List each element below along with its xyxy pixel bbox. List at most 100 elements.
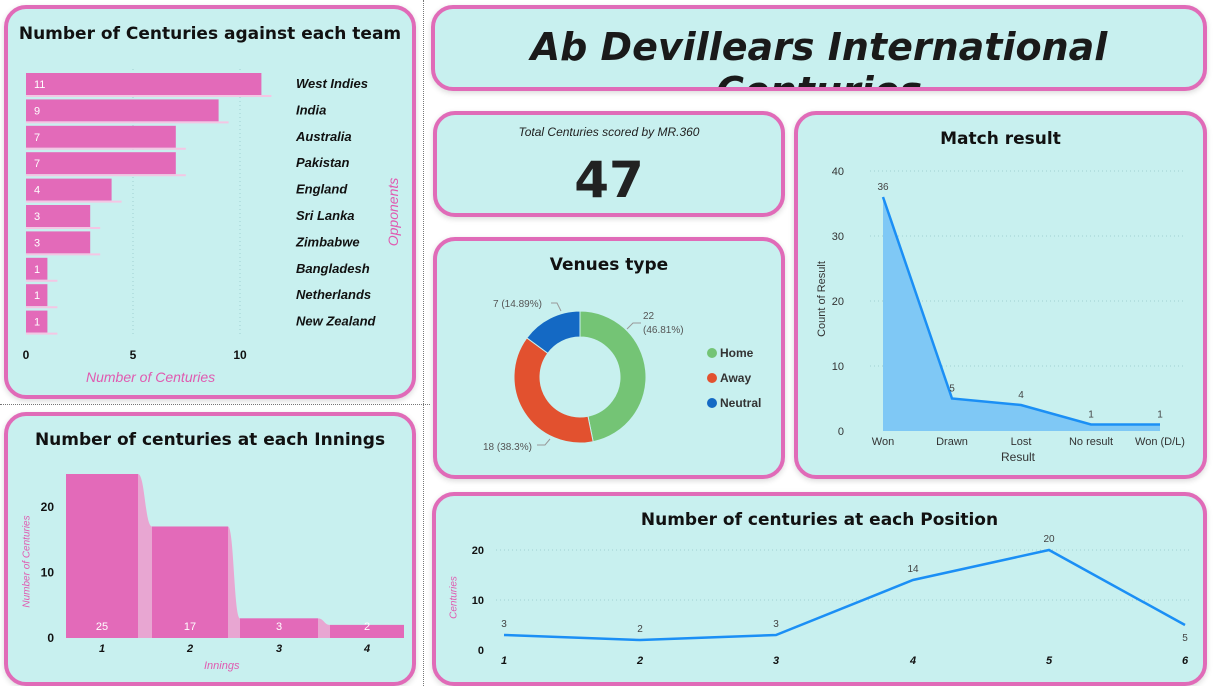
innings-ribbon	[138, 474, 152, 638]
teams-bar	[26, 257, 48, 280]
result-ylabel: Count of Result	[816, 261, 828, 337]
teams-x-tick: 10	[233, 348, 247, 362]
venues-legend-label: Neutral	[720, 396, 761, 410]
venues-slice-label: (46.81%)	[643, 325, 684, 336]
venues-legend-marker	[707, 398, 717, 408]
innings-ribbon	[318, 618, 330, 638]
venues-slice-label: 22	[643, 311, 655, 322]
teams-category-label: India	[296, 102, 326, 117]
teams-bar	[26, 231, 91, 254]
teams-bar	[26, 205, 91, 227]
teams-category-label: Sri Lanka	[296, 208, 355, 223]
position-line	[503, 548, 1186, 642]
teams-bar-label: 1	[34, 290, 40, 302]
position-data-label: 2	[637, 624, 643, 635]
venues-panel: Venues type 22 (46.81%) 18 (38.3%) 7 (14.89…	[433, 237, 785, 479]
innings-bar	[240, 618, 318, 638]
venues-slice	[579, 310, 647, 443]
result-y-tick: 20	[832, 296, 844, 308]
teams-bar-label: 1	[34, 264, 40, 276]
result-chart-title: Match result	[940, 129, 1061, 149]
position-chart: 0 10 20 3 1 2 2 3 3 14 4 20 5 5 6	[472, 534, 1191, 667]
innings-bar-label: 3	[276, 621, 282, 633]
innings-x-tick: 3	[276, 643, 282, 655]
teams-ylabel: Opponents	[385, 177, 401, 247]
position-ylabel: Centuries	[448, 576, 460, 619]
divider-dotted	[0, 404, 430, 405]
venues-leader-line	[626, 322, 641, 330]
result-area	[883, 197, 1160, 431]
innings-y-tick: 0	[47, 631, 54, 645]
result-data-label: 4	[1018, 390, 1024, 401]
innings-ribbon	[228, 526, 240, 638]
result-x-tick: Won (D/L)	[1135, 436, 1185, 448]
result-xlabel: Result	[1001, 450, 1036, 464]
dashboard-title-panel: Ab Devillears International Centuries	[431, 5, 1207, 91]
teams-category-label: Bangladesh	[296, 261, 370, 276]
teams-bar-label: 3	[34, 237, 40, 249]
teams-category-label: Pakistan	[296, 155, 350, 170]
result-x-tick: Won	[872, 436, 894, 448]
kpi-value: 47	[574, 151, 644, 209]
venues-leader-line	[537, 438, 551, 446]
result-line	[881, 196, 1160, 426]
teams-category-label: West Indies	[296, 76, 368, 91]
innings-bar	[66, 474, 138, 638]
teams-category-label: New Zealand	[296, 314, 377, 329]
result-y-tick: 30	[832, 231, 844, 243]
innings-xlabel: Innings	[204, 660, 240, 672]
innings-panel: Number of centuries at each Innings 0 10 2…	[4, 412, 416, 686]
teams-chart-title: Number of Centuries against each team	[18, 24, 402, 44]
result-data-label: 1	[1088, 410, 1094, 421]
venues-leader-line	[551, 302, 562, 312]
venues-legend-marker	[707, 348, 717, 358]
result-data-label: 1	[1157, 410, 1163, 421]
teams-bar-label: 7	[34, 158, 40, 170]
result-data-label: 5	[949, 384, 955, 395]
teams-xlabel: Number of Centuries	[86, 369, 216, 385]
innings-chart: 0 10 20 25 1 17 2 3 3 2 4	[41, 474, 404, 655]
position-data-label: 3	[501, 619, 507, 630]
venues-legend-label: Away	[720, 371, 751, 385]
teams-bar	[26, 310, 48, 333]
divider-dotted-vertical	[423, 0, 424, 686]
result-panel: Match result 0 10 20 30 40 36 Won 5 Drawn 4 Lost 1 N…	[794, 111, 1207, 479]
innings-y-tick: 20	[41, 500, 55, 514]
innings-chart-title: Number of centuries at each Innings	[34, 430, 386, 450]
venues-slice	[513, 337, 594, 444]
teams-bar-label: 9	[34, 105, 40, 117]
teams-x-tick: 5	[130, 348, 137, 362]
position-x-tick: 3	[773, 655, 779, 667]
innings-bar	[152, 526, 228, 638]
innings-x-tick: 4	[363, 643, 370, 655]
position-y-tick: 10	[472, 595, 484, 607]
teams-bar-label: 11	[34, 79, 45, 91]
position-x-tick: 2	[636, 655, 643, 667]
position-x-tick: 6	[1182, 655, 1189, 667]
teams-bar-label: 1	[34, 317, 40, 329]
result-chart: 0 10 20 30 40 36 Won 5 Drawn 4 Lost 1 No result 1 Won …	[832, 166, 1185, 448]
teams-bar-label: 4	[34, 185, 40, 197]
position-x-tick: 1	[501, 655, 507, 667]
innings-x-tick: 2	[186, 643, 193, 655]
venues-slice	[526, 310, 581, 354]
teams-bar	[26, 152, 176, 175]
result-y-tick: 0	[838, 426, 844, 438]
result-x-tick: No result	[1069, 436, 1113, 448]
venues-slice-label: 18 (38.3%)	[483, 442, 532, 453]
position-data-label: 5	[1182, 633, 1188, 644]
position-data-label: 3	[773, 619, 779, 630]
result-x-tick: Lost	[1011, 436, 1032, 448]
teams-category-label: Zimbabwe	[295, 234, 360, 249]
innings-bar	[330, 624, 404, 638]
result-data-label: 36	[877, 182, 889, 193]
innings-x-tick: 1	[99, 643, 105, 655]
position-y-tick: 0	[478, 645, 484, 657]
venues-slice-label: 7 (14.89%)	[493, 299, 542, 310]
teams-bar	[26, 178, 112, 201]
teams-panel: Number of Centuries against each team 0 5…	[4, 5, 416, 399]
venues-legend-marker	[707, 373, 717, 383]
innings-bar-label: 25	[96, 621, 108, 633]
dashboard-title: Ab Devillears International Centuries	[530, 25, 1108, 91]
